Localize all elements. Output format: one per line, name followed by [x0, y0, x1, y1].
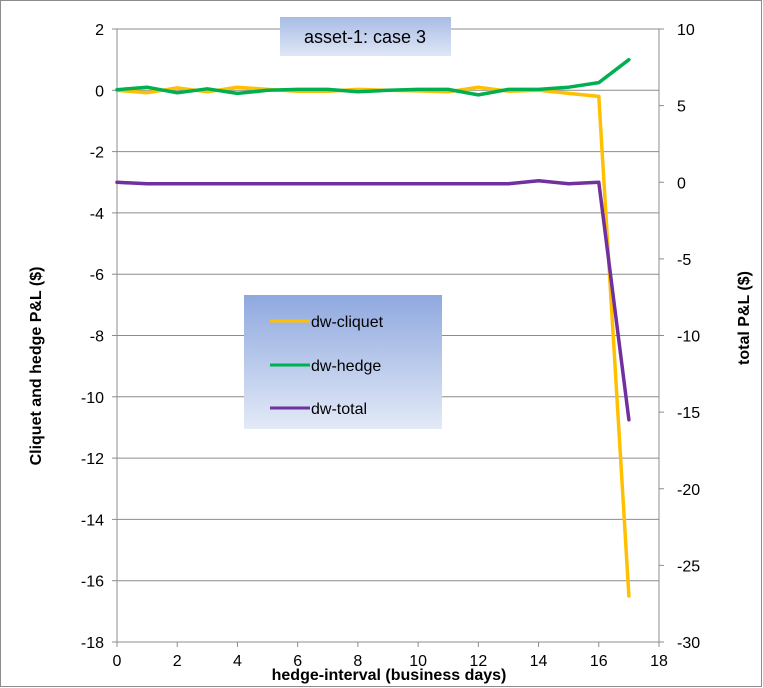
- y-left-tick-label: 0: [95, 83, 104, 100]
- chart-title-box: asset-1: case 3: [280, 17, 451, 56]
- y-right-tick-label: -20: [677, 482, 700, 499]
- y-right-tick-label: -15: [677, 405, 700, 422]
- y-right-tick-label: 10: [677, 22, 695, 39]
- x-tick-label: 10: [409, 653, 427, 670]
- y-right-tick-label: -10: [677, 329, 700, 346]
- y-left-tick-label: 2: [95, 22, 104, 39]
- axes: [112, 28, 664, 647]
- legend-item-dw-hedge: dw-hedge: [270, 358, 381, 375]
- y-left-tick-label: -18: [81, 635, 104, 652]
- legend-label-dw-total: dw-total: [311, 401, 367, 418]
- y-left-tick-label: -16: [81, 574, 104, 591]
- x-tick-label: 6: [293, 653, 302, 670]
- legend-label-dw-cliquet: dw-cliquet: [311, 314, 384, 331]
- x-tick-label: 14: [530, 653, 548, 670]
- y-right-tick-label: -30: [677, 635, 700, 652]
- y-left-tick-label: -4: [90, 206, 104, 223]
- y-right-tick-label: 5: [677, 99, 686, 116]
- y-left-tick-label: -12: [81, 451, 104, 468]
- legend-item-dw-cliquet: dw-cliquet: [270, 314, 384, 331]
- tick-labels: 2 0 -2 -4 -6 -8 -10 -12 -14 -16 -18 10 5 0 -5 -10 -15 -20…: [81, 22, 700, 670]
- x-tick-label: 16: [590, 653, 608, 670]
- series-line-dw-hedge: [115, 57, 631, 97]
- legend-item-dw-total: dw-total: [270, 401, 367, 418]
- x-tick-label: 4: [233, 653, 242, 670]
- x-tick-label: 0: [113, 653, 122, 670]
- y-right-tick-label: -5: [677, 252, 691, 269]
- series-lines: [115, 57, 631, 598]
- chart-title: asset-1: case 3: [304, 27, 426, 47]
- y-axis-right-title: total P&L ($): [736, 271, 753, 365]
- y-left-tick-label: -10: [81, 390, 104, 407]
- y-right-tick-label: 0: [677, 175, 686, 192]
- legend: dw-cliquet dw-hedge dw-total: [244, 295, 442, 429]
- legend-label-dw-hedge: dw-hedge: [311, 358, 381, 375]
- y-left-tick-label: -8: [90, 329, 104, 346]
- y-right-tick-label: -25: [677, 558, 700, 575]
- x-tick-label: 12: [469, 653, 487, 670]
- y-axis-left-title: Cliquet and hedge P&L ($): [28, 267, 45, 466]
- y-left-tick-label: -14: [81, 512, 104, 529]
- y-left-tick-label: -2: [90, 145, 104, 162]
- series-line-dw-total: [115, 178, 631, 422]
- y-left-tick-label: -6: [90, 267, 104, 284]
- x-tick-label: 8: [353, 653, 362, 670]
- x-tick-label: 2: [173, 653, 182, 670]
- x-tick-label: 18: [650, 653, 668, 670]
- x-axis-title: hedge-interval (business days): [272, 667, 507, 684]
